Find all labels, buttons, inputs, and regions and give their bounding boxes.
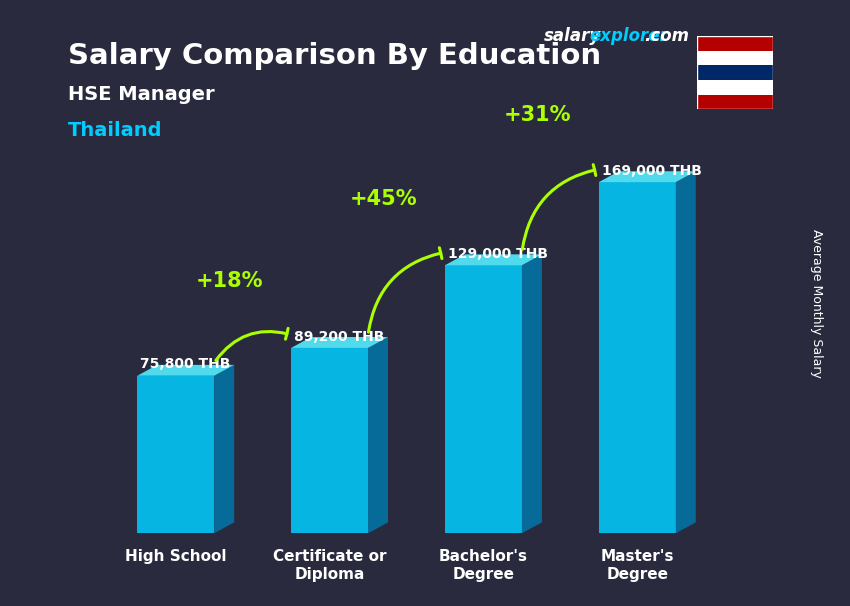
Polygon shape — [445, 265, 522, 533]
Polygon shape — [599, 171, 696, 182]
Text: 129,000 THB: 129,000 THB — [448, 247, 548, 261]
Polygon shape — [214, 365, 234, 533]
Polygon shape — [137, 376, 214, 533]
Bar — [697, 80, 774, 87]
Text: +45%: +45% — [349, 188, 417, 208]
Polygon shape — [445, 255, 542, 265]
Text: +18%: +18% — [196, 271, 264, 291]
Bar — [697, 73, 774, 80]
Polygon shape — [291, 348, 368, 533]
Text: HSE Manager: HSE Manager — [68, 85, 214, 104]
Text: 75,800 THB: 75,800 THB — [140, 358, 230, 371]
Text: Average Monthly Salary: Average Monthly Salary — [809, 228, 823, 378]
Bar — [697, 36, 774, 44]
Text: salary: salary — [544, 27, 601, 45]
Text: 169,000 THB: 169,000 THB — [602, 164, 702, 178]
Polygon shape — [368, 337, 388, 533]
Bar — [697, 51, 774, 58]
Text: +31%: +31% — [503, 105, 571, 125]
Bar — [697, 87, 774, 95]
Polygon shape — [137, 365, 234, 376]
Polygon shape — [291, 337, 388, 348]
Bar — [697, 65, 774, 73]
Text: Thailand: Thailand — [68, 121, 162, 140]
Text: 89,200 THB: 89,200 THB — [294, 330, 384, 344]
Text: explorer: explorer — [589, 27, 668, 45]
Text: Salary Comparison By Education: Salary Comparison By Education — [68, 42, 601, 70]
Polygon shape — [599, 182, 676, 533]
Bar — [697, 102, 774, 109]
Text: .com: .com — [644, 27, 689, 45]
Bar — [697, 44, 774, 51]
Polygon shape — [676, 171, 696, 533]
Polygon shape — [522, 255, 542, 533]
Bar — [697, 95, 774, 102]
Bar — [697, 58, 774, 65]
